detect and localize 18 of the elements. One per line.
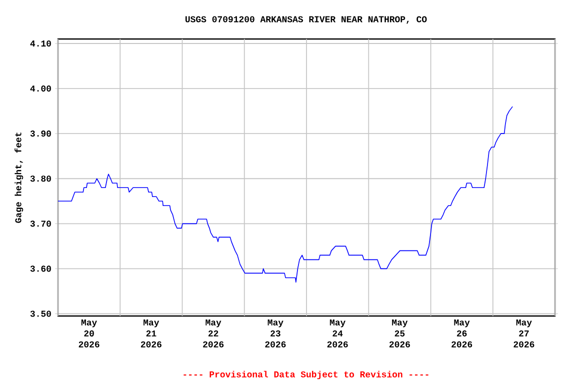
y-tick-label: 3.70 [30,220,51,227]
x-tick-label: May 21 2026 [140,320,162,348]
x-tick-label: May 24 2026 [327,320,348,348]
x-tick-label: May 23 2026 [265,320,286,348]
y-tick-label: 3.90 [30,130,51,137]
x-tick-label: May 22 2026 [203,320,224,348]
text: ---- Provisional Data Subject to Revision ---- [184,370,428,380]
y-tick-label: 3.80 [30,176,51,182]
x-tick-label: May 27 2026 [514,320,534,348]
x-tick-label: May 25 2026 [389,320,410,348]
x-tick-label: May 26 2026 [452,320,472,348]
chart-title: USGS 07091200 ARKANSAS RIVER NEAR NATHROP, CO [186,16,427,24]
y-tick-label: 4.10 [30,40,51,47]
y-tick-label: 3.50 [30,310,51,317]
y-axis-title: Gage height, feet [14,132,24,223]
y-tick-label: 3.60 [30,266,51,272]
y-tick-label: 4.00 [30,85,51,92]
x-tick-label: May 20 2026 [78,320,100,348]
